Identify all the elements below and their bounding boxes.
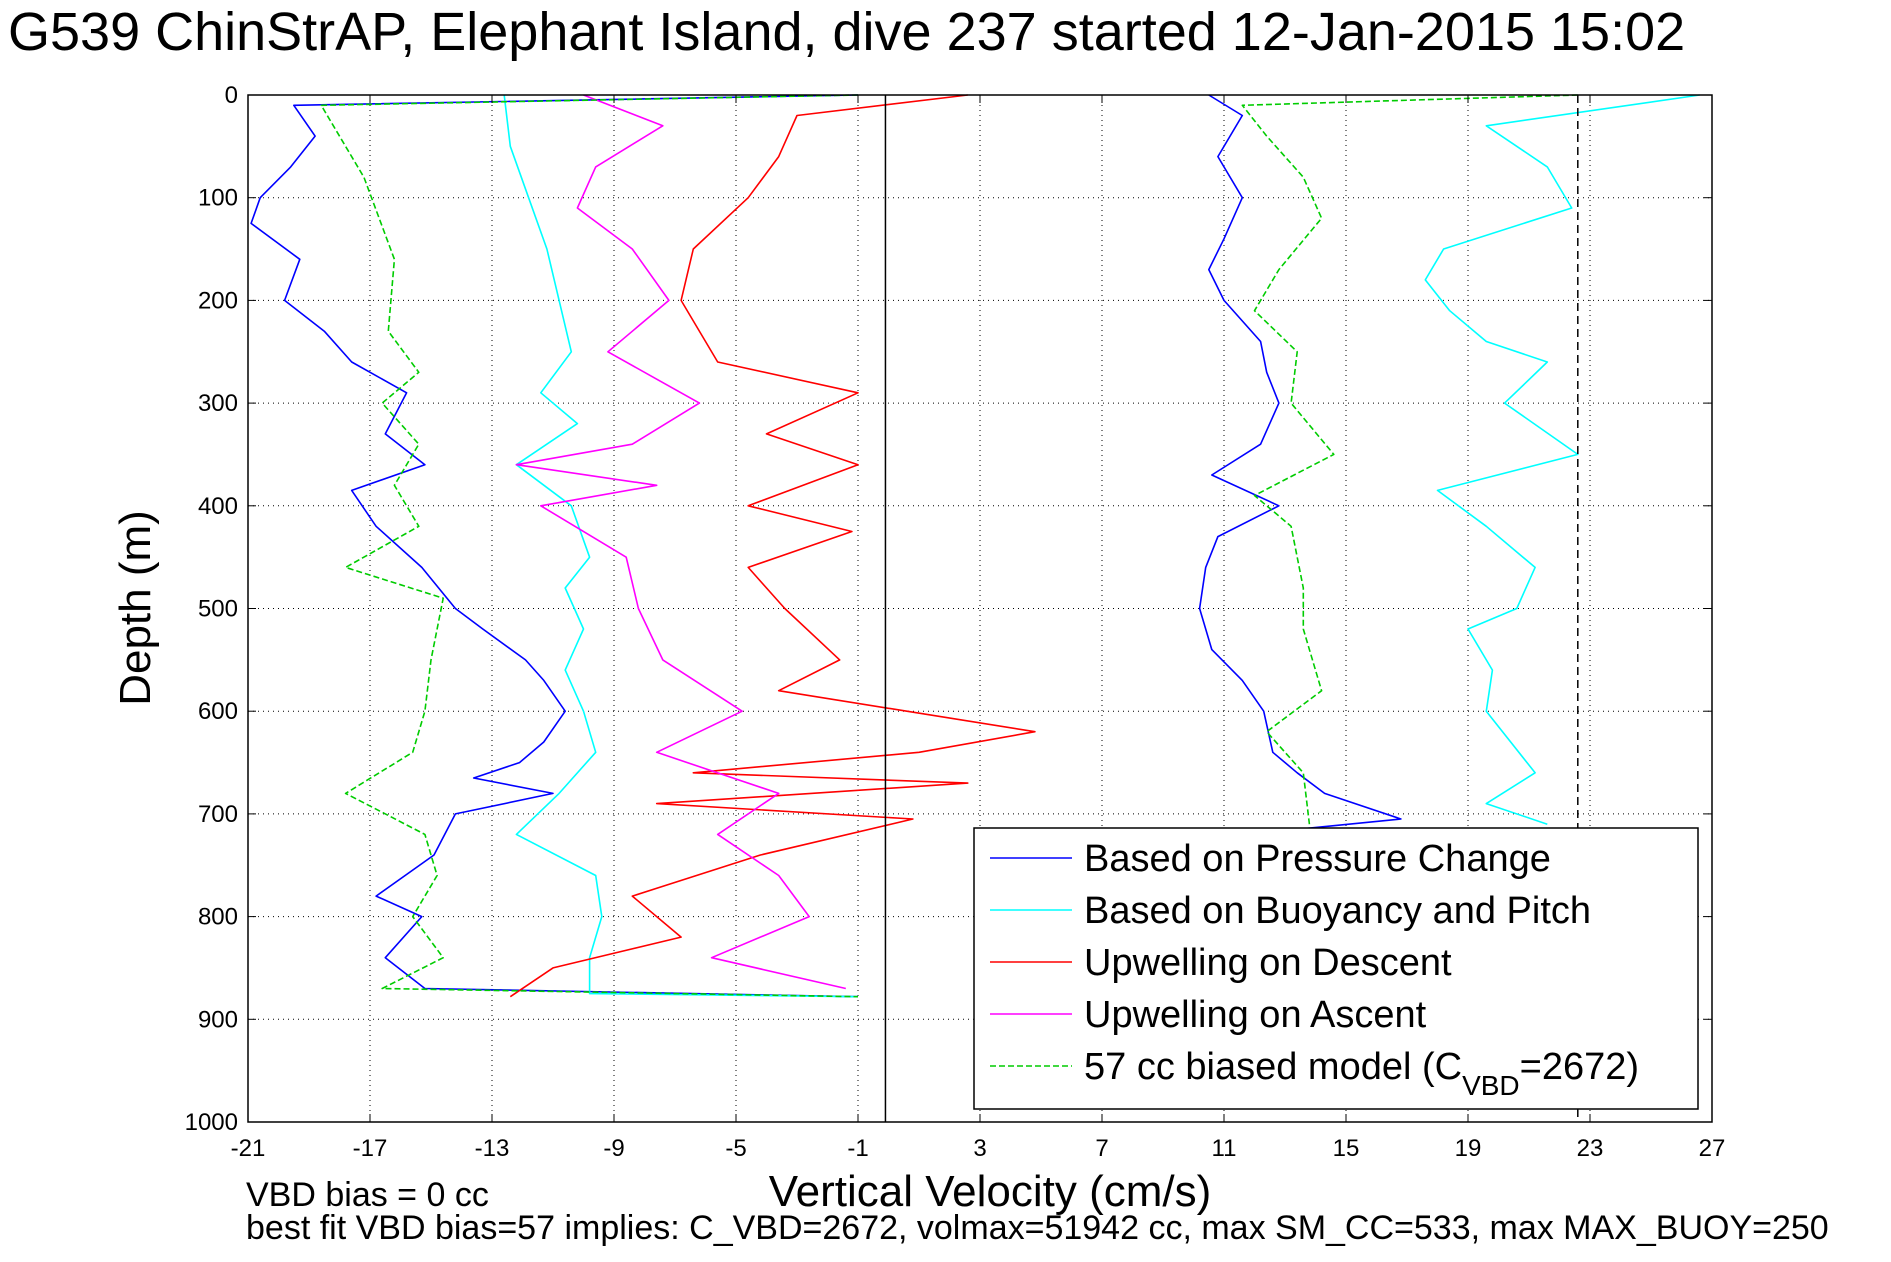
series-5 [320, 94, 1578, 998]
legend-label: Based on Pressure Change [1084, 838, 1551, 880]
x-tick-label: 3 [973, 1135, 986, 1162]
x-tick-label: -1 [847, 1135, 868, 1162]
legend-label: Based on Buoyancy and Pitch [1084, 890, 1591, 932]
series-3 [509, 94, 1036, 998]
y-tick-label: 300 [198, 390, 238, 417]
y-tick-labels: 0 100 200 300 400 500 600 700 800 900 1000 [185, 82, 1712, 1136]
y-tick-label: 800 [198, 904, 238, 931]
legend-items: Based on Pressure Change Based on Buoyanc… [990, 838, 1639, 1101]
x-tick-label: 7 [1095, 1135, 1108, 1162]
vbd-bias-annotation: VBD bias = 0 cc [246, 1176, 489, 1214]
y-tick-label: 1000 [185, 1109, 238, 1136]
series-line [320, 94, 859, 998]
series-line [1424, 94, 1700, 825]
legend-label: Upwelling on Descent [1084, 942, 1452, 984]
y-axis-label: Depth (m) [111, 510, 160, 706]
x-tick-label: 19 [1455, 1135, 1482, 1162]
series-layer [250, 94, 1700, 998]
y-tick-label: 700 [198, 801, 238, 828]
series-2 [503, 94, 1700, 998]
series-line [1241, 94, 1578, 825]
reference-lines [884, 95, 1579, 1122]
series-4 [515, 94, 846, 990]
x-tick-label: -5 [725, 1135, 746, 1162]
y-tick-label: 400 [198, 493, 238, 520]
x-tick-label: -21 [231, 1135, 266, 1162]
best-fit-annotation: best fit VBD bias=57 implies: C_VBD=2672… [246, 1209, 1829, 1247]
x-axis-label: Vertical Velocity (cm/s) [769, 1167, 1212, 1216]
chart-title: G539 ChinStrAP, Elephant Island, dive 23… [8, 2, 1685, 62]
y-tick-label: 0 [225, 82, 238, 109]
x-tick-label: 11 [1212, 1135, 1237, 1162]
series-line [515, 94, 846, 990]
y-tick-label: 200 [198, 287, 238, 314]
legend-box [973, 827, 1699, 1110]
x-tick-label: 23 [1577, 1135, 1604, 1162]
series-1 [250, 94, 1402, 998]
series-line [250, 94, 859, 998]
y-tick-label: 900 [198, 1006, 238, 1033]
x-tick-label: -9 [603, 1135, 624, 1162]
legend-label: Upwelling on Ascent [1084, 994, 1427, 1036]
x-tick-label: 27 [1699, 1135, 1726, 1162]
series-line [1198, 94, 1402, 831]
legend: Based on Pressure Change Based on Buoyanc… [973, 827, 1699, 1110]
series-line [509, 94, 1036, 998]
y-tick-label: 600 [198, 698, 238, 725]
y-tick-label: 100 [198, 185, 238, 212]
y-tick-label: 500 [198, 596, 238, 623]
x-tick-label: 15 [1333, 1135, 1360, 1162]
x-tick-label: -13 [475, 1135, 510, 1162]
x-tick-labels: -21 -17 -13 -9 -5 -1 3 7 11 15 19 23 27 [231, 95, 1726, 1162]
series-line [503, 94, 859, 998]
x-tick-label: -17 [353, 1135, 388, 1162]
